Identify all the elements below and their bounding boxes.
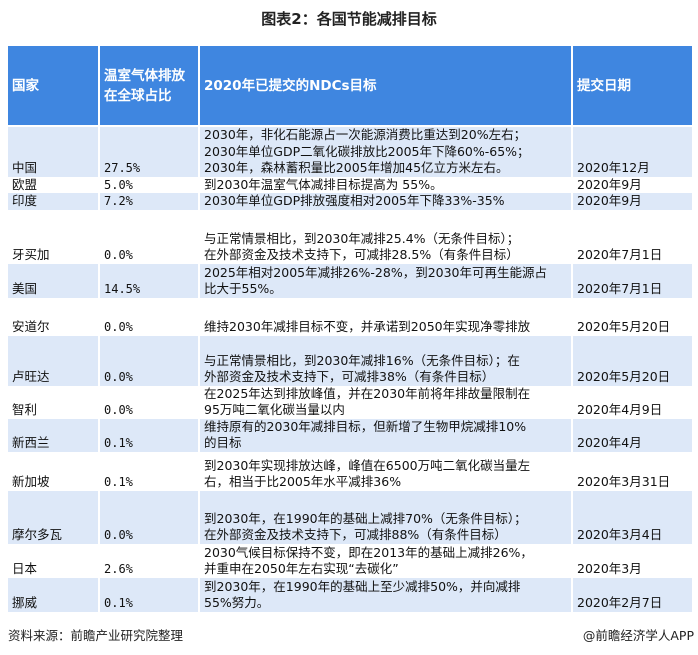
country-cell: 挪威 (8, 577, 100, 612)
table-row: 印度 7.2% 2030年单位GDP排放强度相对2005年下降33%-35% 2020… (8, 193, 694, 210)
country-cell: 牙买加 (8, 209, 100, 264)
target-cell: 2030气候目标保持不变，即在2013年的基础上减排26%， 并重申在2050年… (199, 543, 573, 578)
share-cell: 0.1% (99, 418, 200, 452)
date-cell: 2020年2月7日 (572, 577, 694, 612)
share-cell: 2.6% (99, 543, 200, 578)
share-cell: 7.2% (99, 193, 200, 210)
target-cell: 到2030年，在1990年的基础上至少减排50%，并向减排 55%努力。 (199, 577, 573, 612)
share-cell: 0.0% (99, 297, 200, 336)
share-cell: 0.0% (99, 385, 200, 419)
country-cell: 欧盟 (8, 176, 100, 193)
table-row: 摩尔多瓦 0.0% 到2030年，在1990年的基础上减排70%（无条件目标）； 在… (8, 490, 694, 544)
country-cell: 卢旺达 (8, 335, 100, 386)
country-cell: 智利 (8, 385, 100, 419)
date-cell: 2020年4月9日 (572, 385, 694, 419)
table-row: 智利 0.0% 在2025年达到排放峰值，并在2030年前将年排故量限制在 95万吨… (8, 385, 694, 419)
target-cell: 与正常情景相比，到2030年减排25.4%（无条件目标）； 在外部资金及技术支持… (199, 209, 573, 264)
date-cell: 2020年5月20日 (572, 297, 694, 336)
country-cell: 印度 (8, 193, 100, 210)
target-cell: 到2030年，在1990年的基础上减排70%（无条件目标）； 在外部资金及技术支… (199, 490, 573, 544)
country-cell: 美国 (8, 263, 100, 298)
country-cell: 新加坡 (8, 451, 100, 491)
share-cell: 0.0% (99, 490, 200, 544)
header-target: 2020年已提交的NDCs目标 (199, 46, 573, 127)
date-cell: 2020年3月31日 (572, 451, 694, 491)
page-title: 图表2：各国节能减排目标 (261, 10, 437, 28)
header-share: 温室气体排放在全球占比 (99, 46, 200, 127)
target-cell: 到2030年温室气体减排目标提高为 55%。 (199, 176, 573, 193)
share-cell: 0.0% (99, 209, 200, 264)
source-note: 资料来源：前瞻产业研究院整理 (8, 628, 184, 643)
date-cell: 2020年9月 (572, 193, 694, 210)
date-cell: 2020年5月20日 (572, 335, 694, 386)
share-cell: 0.1% (99, 451, 200, 491)
share-cell: 0.0% (99, 335, 200, 386)
table-header-row: 国家 温室气体排放在全球占比 2020年已提交的NDCs目标 提交日期 (8, 46, 694, 127)
table-row: 中国 27.5% 2030年，非化石能源占一次能源消费比重达到20%左右； 2030… (8, 126, 694, 177)
country-cell: 中国 (8, 126, 100, 177)
share-cell: 0.1% (99, 577, 200, 612)
credit-note: @前瞻经济学人APP (582, 628, 694, 643)
table-row: 新加坡 0.1% 到2030年实现排放达峰，峰值在6500万吨二氧化碳当量左 右，相… (8, 451, 694, 491)
table-row: 卢旺达 0.0% 与正常情景相比，到2030年减排16%（无条件目标）；在 外部资金… (8, 335, 694, 386)
table-row: 欧盟 5.0% 到2030年温室气体减排目标提高为 55%。 2020年9月 (8, 176, 694, 193)
table-row: 挪威 0.1% 到2030年，在1990年的基础上至少减排50%，并向减排 55%努… (8, 577, 694, 612)
date-cell: 2020年3月4日 (572, 490, 694, 544)
target-cell: 维持2030年减排目标不变，并承诺到2050年实现净零排放 (199, 297, 573, 336)
target-cell: 与正常情景相比，到2030年减排16%（无条件目标）；在 外部资金及技术支持下，… (199, 335, 573, 386)
table-row: 牙买加 0.0% 与正常情景相比，到2030年减排25.4%（无条件目标）； 在外部… (8, 209, 694, 264)
ndc-targets-table: 国家 温室气体排放在全球占比 2020年已提交的NDCs目标 提交日期 中国 27… (8, 46, 694, 612)
country-cell: 安道尔 (8, 297, 100, 336)
target-cell: 2030年单位GDP排放强度相对2005年下降33%-35% (199, 193, 573, 210)
target-cell: 2025年相对2005年减排26%-28%，到2030年可再生能源占 比大于55… (199, 263, 573, 298)
table-row: 日本 2.6% 2030气候目标保持不变，即在2013年的基础上减排26%， 并重申… (8, 543, 694, 578)
target-cell: 维持原有的2030年减排目标，但新增了生物甲烷减排10% 的目标 (199, 418, 573, 452)
country-cell: 摩尔多瓦 (8, 490, 100, 544)
table-row: 新西兰 0.1% 维持原有的2030年减排目标，但新增了生物甲烷减排10% 的目标 2… (8, 418, 694, 452)
table-row: 安道尔 0.0% 维持2030年减排目标不变，并承诺到2050年实现净零排放 2020… (8, 297, 694, 336)
target-cell: 2030年，非化石能源占一次能源消费比重达到20%左右； 2030年单位GDP二… (199, 126, 573, 177)
date-cell: 2020年7月1日 (572, 209, 694, 264)
date-cell: 2020年9月 (572, 176, 694, 193)
share-cell: 14.5% (99, 263, 200, 298)
header-date: 提交日期 (572, 46, 694, 127)
table-row: 美国 14.5% 2025年相对2005年减排26%-28%，到2030年可再生能源… (8, 263, 694, 298)
target-cell: 在2025年达到排放峰值，并在2030年前将年排故量限制在 95万吨二氧化碳当量… (199, 385, 573, 419)
share-cell: 27.5% (99, 126, 200, 177)
date-cell: 2020年12月 (572, 126, 694, 177)
date-cell: 2020年7月1日 (572, 263, 694, 298)
target-cell: 到2030年实现排放达峰，峰值在6500万吨二氧化碳当量左 右，相当于比2005… (199, 451, 573, 491)
date-cell: 2020年3月 (572, 543, 694, 578)
country-cell: 新西兰 (8, 418, 100, 452)
country-cell: 日本 (8, 543, 100, 578)
header-country: 国家 (8, 46, 100, 127)
share-cell: 5.0% (99, 176, 200, 193)
date-cell: 2020年4月 (572, 418, 694, 452)
